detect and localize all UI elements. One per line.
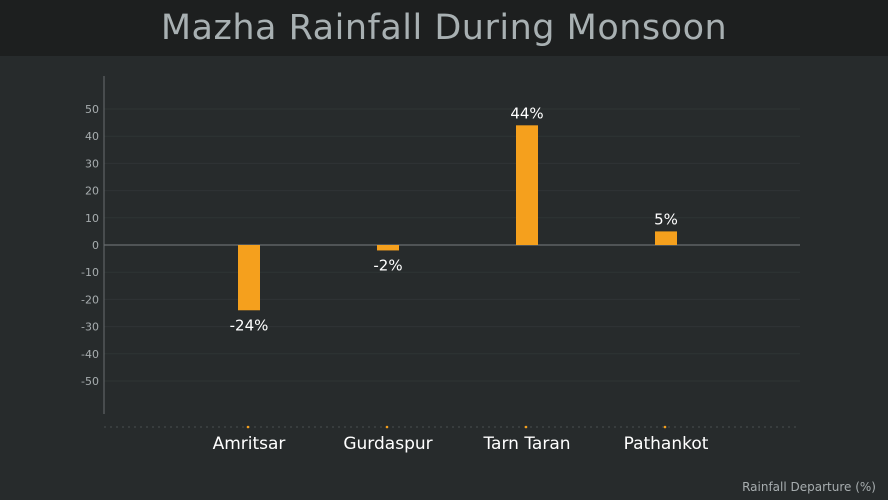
data-label: 5% [654, 210, 678, 228]
bar [655, 231, 677, 245]
y-tick-label: -50 [81, 375, 99, 388]
bar-chart: 50 40 30 20 10 0 -10 -20 -30 -40 -50 -24% Amritsar -2… [81, 76, 800, 454]
x-tick-label: Amritsar [213, 434, 286, 454]
y-tick-label: 20 [85, 185, 99, 198]
y-tick-label: 10 [85, 212, 99, 225]
data-label: -2% [373, 256, 402, 274]
x-tick-mark [663, 425, 667, 429]
bar [516, 125, 538, 245]
chart-title: Mazha Rainfall During Monsoon [160, 8, 728, 48]
y-tick-label: -20 [81, 293, 99, 306]
footnote: Rainfall Departure (%) [742, 480, 876, 494]
y-tick-label: 50 [85, 103, 99, 116]
x-tick-label: Pathankot [624, 434, 709, 454]
data-label: 44% [510, 104, 543, 122]
x-tick-mark [246, 425, 250, 429]
x-tick-label: Gurdaspur [343, 434, 432, 454]
y-tick-label: -10 [81, 266, 99, 279]
x-tick-mark [524, 425, 528, 429]
y-tick-label: 0 [92, 239, 99, 252]
y-tick-label: -40 [81, 348, 99, 361]
title-bar: Mazha Rainfall During Monsoon [0, 0, 888, 56]
y-tick-label: 40 [85, 130, 99, 143]
bar [238, 245, 260, 311]
x-tick-mark [385, 425, 389, 429]
bar [377, 245, 399, 251]
y-tick-label: -30 [81, 321, 99, 334]
y-tick-label: 30 [85, 157, 99, 170]
x-tick-label: Tarn Taran [482, 434, 570, 454]
data-label: -24% [230, 316, 269, 334]
